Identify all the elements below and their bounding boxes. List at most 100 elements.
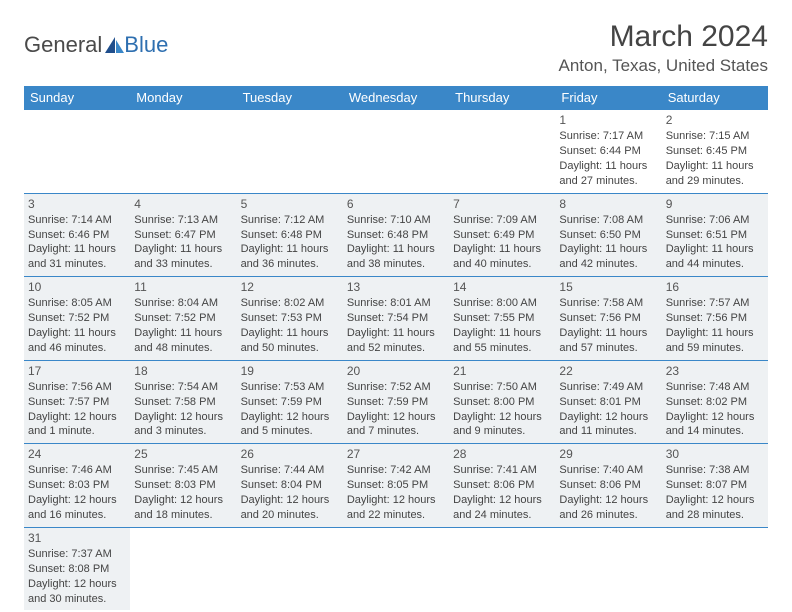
calendar-day-cell: 26Sunrise: 7:44 AMSunset: 8:04 PMDayligh… — [237, 444, 343, 528]
calendar-day-cell: 27Sunrise: 7:42 AMSunset: 8:05 PMDayligh… — [343, 444, 449, 528]
sunset-text: Sunset: 6:51 PM — [666, 228, 764, 243]
sunset-text: Sunset: 7:52 PM — [134, 311, 232, 326]
calendar-week-row: 10Sunrise: 8:05 AMSunset: 7:52 PMDayligh… — [24, 277, 768, 361]
daylight-text: Daylight: 11 hours — [134, 326, 232, 341]
calendar-day-cell: 2Sunrise: 7:15 AMSunset: 6:45 PMDaylight… — [662, 110, 768, 194]
title-block: March 2024 Anton, Texas, United States — [559, 20, 768, 76]
sunset-text: Sunset: 7:55 PM — [453, 311, 551, 326]
day-number: 27 — [347, 446, 445, 462]
sunset-text: Sunset: 8:03 PM — [28, 478, 126, 493]
day-number: 17 — [28, 363, 126, 379]
daylight-text: Daylight: 11 hours — [241, 326, 339, 341]
daylight-text: Daylight: 11 hours — [134, 242, 232, 257]
daylight-text: and 46 minutes. — [28, 341, 126, 356]
sunrise-text: Sunrise: 7:50 AM — [453, 380, 551, 395]
daylight-text: and 30 minutes. — [28, 592, 126, 607]
day-number: 18 — [134, 363, 232, 379]
sunrise-text: Sunrise: 7:14 AM — [28, 213, 126, 228]
daylight-text: Daylight: 12 hours — [241, 493, 339, 508]
calendar-day-cell: 30Sunrise: 7:38 AMSunset: 8:07 PMDayligh… — [662, 444, 768, 528]
calendar-day-cell: 23Sunrise: 7:48 AMSunset: 8:02 PMDayligh… — [662, 360, 768, 444]
daylight-text: and 5 minutes. — [241, 424, 339, 439]
sunrise-text: Sunrise: 7:41 AM — [453, 463, 551, 478]
header: General Blue March 2024 Anton, Texas, Un… — [24, 20, 768, 76]
calendar-week-row: 17Sunrise: 7:56 AMSunset: 7:57 PMDayligh… — [24, 360, 768, 444]
calendar-day-cell — [237, 110, 343, 194]
sunrise-text: Sunrise: 8:00 AM — [453, 296, 551, 311]
daylight-text: Daylight: 11 hours — [559, 159, 657, 174]
calendar-day-cell: 7Sunrise: 7:09 AMSunset: 6:49 PMDaylight… — [449, 193, 555, 277]
daylight-text: Daylight: 11 hours — [347, 242, 445, 257]
sunset-text: Sunset: 6:45 PM — [666, 144, 764, 159]
sunset-text: Sunset: 7:59 PM — [347, 395, 445, 410]
calendar-day-cell: 18Sunrise: 7:54 AMSunset: 7:58 PMDayligh… — [130, 360, 236, 444]
calendar-day-cell — [343, 527, 449, 610]
day-number: 6 — [347, 196, 445, 212]
daylight-text: and 40 minutes. — [453, 257, 551, 272]
daylight-text: Daylight: 11 hours — [453, 326, 551, 341]
calendar-day-cell: 14Sunrise: 8:00 AMSunset: 7:55 PMDayligh… — [449, 277, 555, 361]
daylight-text: Daylight: 11 hours — [559, 242, 657, 257]
day-number: 31 — [28, 530, 126, 546]
sunset-text: Sunset: 6:50 PM — [559, 228, 657, 243]
daylight-text: and 7 minutes. — [347, 424, 445, 439]
daylight-text: and 1 minute. — [28, 424, 126, 439]
calendar-day-cell — [24, 110, 130, 194]
sunset-text: Sunset: 8:08 PM — [28, 562, 126, 577]
day-number: 23 — [666, 363, 764, 379]
calendar-day-cell: 24Sunrise: 7:46 AMSunset: 8:03 PMDayligh… — [24, 444, 130, 528]
calendar-day-cell: 22Sunrise: 7:49 AMSunset: 8:01 PMDayligh… — [555, 360, 661, 444]
sunset-text: Sunset: 6:48 PM — [347, 228, 445, 243]
sunset-text: Sunset: 8:01 PM — [559, 395, 657, 410]
day-number: 11 — [134, 279, 232, 295]
daylight-text: Daylight: 12 hours — [347, 493, 445, 508]
day-number: 25 — [134, 446, 232, 462]
day-number: 2 — [666, 112, 764, 128]
daylight-text: Daylight: 12 hours — [666, 410, 764, 425]
sunrise-text: Sunrise: 7:42 AM — [347, 463, 445, 478]
daylight-text: Daylight: 11 hours — [241, 242, 339, 257]
weekday-header: Saturday — [662, 86, 768, 110]
day-number: 15 — [559, 279, 657, 295]
sunrise-text: Sunrise: 7:15 AM — [666, 129, 764, 144]
brand-text-1: General — [24, 32, 102, 58]
calendar-day-cell — [449, 527, 555, 610]
sunrise-text: Sunrise: 7:46 AM — [28, 463, 126, 478]
daylight-text: and 36 minutes. — [241, 257, 339, 272]
daylight-text: Daylight: 12 hours — [134, 410, 232, 425]
sunrise-text: Sunrise: 7:09 AM — [453, 213, 551, 228]
sunrise-text: Sunrise: 7:54 AM — [134, 380, 232, 395]
calendar-day-cell — [130, 527, 236, 610]
sunset-text: Sunset: 7:56 PM — [666, 311, 764, 326]
calendar-day-cell — [130, 110, 236, 194]
sunrise-text: Sunrise: 7:10 AM — [347, 213, 445, 228]
day-number: 7 — [453, 196, 551, 212]
sunrise-text: Sunrise: 7:53 AM — [241, 380, 339, 395]
calendar-day-cell: 29Sunrise: 7:40 AMSunset: 8:06 PMDayligh… — [555, 444, 661, 528]
sunset-text: Sunset: 7:52 PM — [28, 311, 126, 326]
daylight-text: and 11 minutes. — [559, 424, 657, 439]
daylight-text: and 42 minutes. — [559, 257, 657, 272]
sail-icon — [104, 35, 126, 55]
sunset-text: Sunset: 8:06 PM — [453, 478, 551, 493]
daylight-text: Daylight: 11 hours — [28, 326, 126, 341]
calendar-day-cell: 10Sunrise: 8:05 AMSunset: 7:52 PMDayligh… — [24, 277, 130, 361]
calendar-week-row: 3Sunrise: 7:14 AMSunset: 6:46 PMDaylight… — [24, 193, 768, 277]
calendar-day-cell: 1Sunrise: 7:17 AMSunset: 6:44 PMDaylight… — [555, 110, 661, 194]
daylight-text: and 33 minutes. — [134, 257, 232, 272]
calendar-day-cell: 31Sunrise: 7:37 AMSunset: 8:08 PMDayligh… — [24, 527, 130, 610]
daylight-text: and 38 minutes. — [347, 257, 445, 272]
day-number: 28 — [453, 446, 551, 462]
sunrise-text: Sunrise: 8:05 AM — [28, 296, 126, 311]
daylight-text: Daylight: 11 hours — [347, 326, 445, 341]
daylight-text: Daylight: 12 hours — [28, 410, 126, 425]
daylight-text: Daylight: 12 hours — [28, 493, 126, 508]
sunrise-text: Sunrise: 7:38 AM — [666, 463, 764, 478]
sunrise-text: Sunrise: 8:02 AM — [241, 296, 339, 311]
sunset-text: Sunset: 8:03 PM — [134, 478, 232, 493]
sunrise-text: Sunrise: 7:37 AM — [28, 547, 126, 562]
calendar-day-cell: 17Sunrise: 7:56 AMSunset: 7:57 PMDayligh… — [24, 360, 130, 444]
sunset-text: Sunset: 6:46 PM — [28, 228, 126, 243]
weekday-header: Sunday — [24, 86, 130, 110]
day-number: 8 — [559, 196, 657, 212]
